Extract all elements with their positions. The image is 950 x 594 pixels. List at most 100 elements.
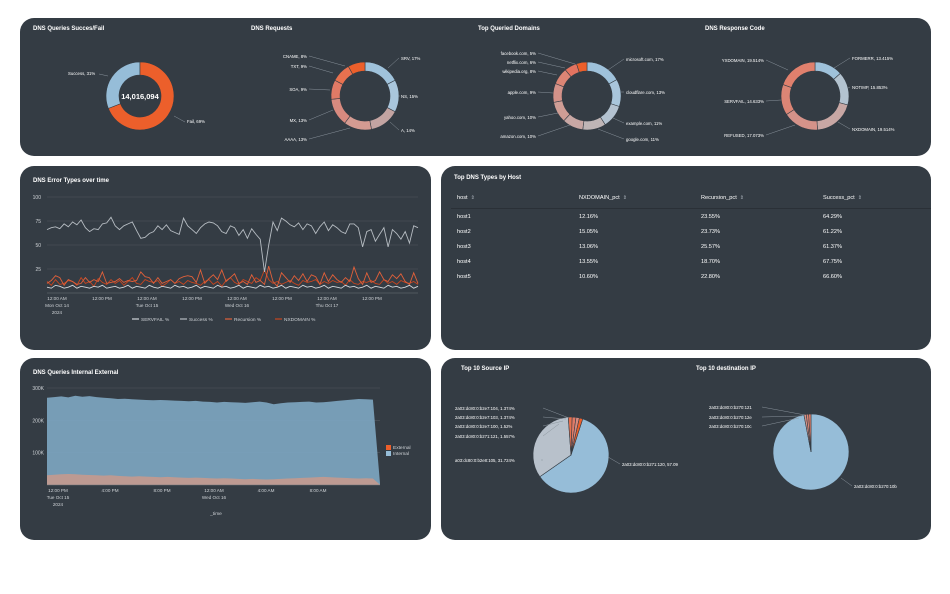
column-header-recursion[interactable]: Recursion_pct ⇕: [695, 188, 817, 209]
recursion-cell: 23.55%: [701, 213, 720, 220]
success-cell: 66.60%: [823, 273, 842, 280]
x-tick-label: 8:00 AM: [310, 488, 327, 493]
request-label-soa: SOA, 9%: [289, 87, 307, 92]
response-code-title: DNS Response Code: [705, 26, 765, 32]
x-tick-label: 12:00 PM: [362, 296, 382, 301]
y-tick-label: 50: [35, 243, 41, 249]
table-header-row: host ⇕ NXDOMAIN_pct ⇕ Recursion_pct ⇕ Succe…: [451, 188, 931, 209]
success-cell: 61.22%: [823, 228, 842, 235]
host-cell: host4: [457, 258, 471, 265]
dest-label-2: 2a03:dc80:0:b270:12e: [709, 415, 752, 420]
x-tick-label-year: 2024: [53, 502, 64, 507]
response-label-notimp-leader: [847, 86, 851, 89]
request-label-ns: NS, 15%: [401, 94, 418, 99]
source-ip-slice: [570, 417, 584, 456]
sort-icon[interactable]: ⇕: [739, 195, 744, 201]
x-tick-label: 4:00 AM: [258, 488, 275, 493]
internal-external-area-chart: 300K 200K 100K 12:00 PM Tue Oct 15 2024 4:00 P…: [32, 386, 411, 517]
domain-label-netflix: netflix.com, 6%: [507, 60, 536, 65]
dest-label-4: 2a03:dc80:0:b270:10b: [854, 484, 897, 489]
response-label-notimp: NOTIMP, 15.853%: [852, 85, 888, 90]
domain-label-wikipedia: wikipedia.org, 8%: [502, 69, 536, 74]
recursion-cell: 25.57%: [701, 243, 720, 250]
response-label-refused: REFUSED, 17.073%: [724, 133, 764, 138]
response-code-slice: [833, 72, 850, 106]
column-header-nxdomain[interactable]: NXDOMAIN_pct ⇕: [573, 188, 695, 209]
y-tick-label: 100K: [32, 451, 44, 457]
legend-label: NXDOMAIN %: [284, 317, 316, 323]
source-label-6: 2a03:dc80:0:b271:120, 57.09: [622, 462, 679, 467]
y-tick-label: 200K: [32, 418, 44, 424]
success-label-leader: [98, 73, 109, 77]
legend-label-internal: Internal: [393, 451, 409, 457]
domain-label-cloudflare: cloudflare.com, 13%: [626, 90, 665, 95]
nxdomain-cell: 13.55%: [579, 258, 598, 265]
domain-label-netflix-leader: [537, 61, 566, 69]
domain-label-apple: apple.com, 9%: [508, 90, 537, 95]
request-label-a-leader: [389, 121, 400, 131]
response-label-nxdomain: NXDOMAIN, 19.514%: [852, 127, 895, 132]
x-tick-label-year: 2024: [52, 310, 63, 315]
domain-label-microsoft: microsoft.com, 17%: [626, 57, 664, 62]
legend-swatch-external: [386, 445, 391, 450]
ip-pies-panel: Top 10 Source IP Top 10 destination IP 2…: [441, 358, 931, 540]
source-ip-title: Top 10 Source IP: [461, 366, 510, 372]
request-label-txt-leader: [308, 65, 334, 74]
x-axis-title: _time: [209, 511, 222, 517]
legend-label: Success %: [189, 317, 213, 323]
domain-label-example: example.com, 11%: [626, 121, 662, 126]
nxdomain-cell: 12.16%: [579, 213, 598, 220]
response-label-yxdomain-leader: [765, 59, 789, 71]
error-types-title: DNS Error Types over time: [33, 178, 109, 184]
response-label-servfail-leader: [765, 99, 782, 102]
request-label-srv: SRV, 17%: [401, 56, 421, 61]
response-code-slice: [816, 102, 849, 131]
host-table: host ⇕ NXDOMAIN_pct ⇕ Recursion_pct ⇕ Succe…: [451, 188, 931, 284]
success-cell: 61.37%: [823, 243, 842, 250]
column-header-success[interactable]: Success_pct ⇕: [817, 188, 931, 209]
response-label-formerr: FORMERR, 13.415%: [852, 56, 893, 61]
domain-label-facebook-leader: [537, 52, 576, 65]
domain-label-yahoo-leader: [537, 112, 559, 118]
request-label-soa-leader: [308, 88, 331, 91]
source-label-2-leader: [542, 416, 567, 420]
domain-label-amazon-leader: [537, 124, 571, 137]
request-label-aaaa: AAAA, 13%: [285, 137, 308, 142]
success-cell: 67.75%: [823, 258, 842, 265]
x-tick-label: 12:00 PM: [272, 296, 292, 301]
request-label-txt: TXT, 9%: [291, 64, 307, 69]
x-tick-label-date: Wed Oct 16: [202, 495, 227, 500]
top-overview-panel: DNS Queries Succes/Fail DNS Requests Top…: [20, 18, 931, 156]
table-row: host3 13.06% 25.57% 61.37%: [451, 239, 931, 254]
y-tick-label: 25: [35, 267, 41, 273]
source-label-1: 2a03:dc80:0:b2e7:104, 1.374%: [455, 406, 515, 411]
source-label-3: 2a03:dc80:0:b2e7:100, 1.52%: [455, 424, 513, 429]
top-donut-charts: 14,016,094 Success, 31% Fail, 69% CNAME, 8%…: [68, 51, 895, 142]
nxdomain-cell: 13.06%: [579, 243, 598, 250]
x-tick-label-date: Tue Oct 15: [136, 303, 159, 308]
dns-requests-slice: [369, 107, 396, 130]
y-tick-label: 300K: [32, 386, 44, 392]
sort-icon[interactable]: ⇕: [622, 195, 627, 201]
dns-requests-slice: [330, 98, 351, 124]
request-label-mx: MX, 13%: [290, 118, 308, 123]
dest-label-1: 2a03:dc80:0:b270:121: [709, 405, 752, 410]
response-code-slice: [786, 109, 818, 131]
host-cell: host5: [457, 273, 471, 280]
sort-icon[interactable]: ⇕: [470, 195, 475, 201]
response-label-refused-leader: [765, 124, 796, 136]
top-domains-slice: [582, 116, 606, 131]
sort-icon[interactable]: ⇕: [857, 195, 862, 201]
x-tick-label-date: Tue Oct 15: [47, 495, 70, 500]
request-label-cname-leader: [308, 55, 346, 67]
domain-label-amazon: amazon.com, 10%: [500, 134, 536, 139]
domain-label-yahoo: yahoo.com, 10%: [504, 115, 536, 120]
legend-label-external: External: [393, 445, 411, 451]
dest-label-3-leader: [761, 417, 800, 427]
column-header-host[interactable]: host ⇕: [451, 188, 573, 209]
x-tick-label: 12:00 PM: [48, 488, 68, 493]
response-label-formerr-leader: [833, 57, 851, 69]
dest-label-2-leader: [761, 415, 803, 418]
fail-label: Fail, 69%: [187, 119, 205, 124]
recursion-cell: 23.73%: [701, 228, 720, 235]
